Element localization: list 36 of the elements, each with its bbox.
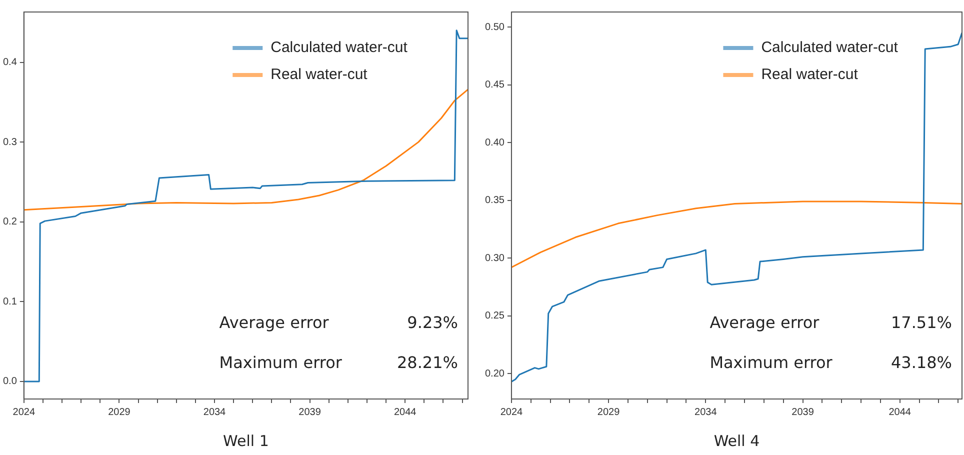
annotation: Average error	[710, 313, 820, 332]
x-tick-label: 2029	[597, 406, 620, 418]
y-tick-label: 0.40	[484, 137, 505, 148]
y-tick-label: 0.1	[2, 296, 18, 308]
x-tick-label: 2024	[500, 406, 524, 418]
annotation: Average error	[219, 313, 330, 332]
x-axis-title: Well 1	[223, 432, 269, 450]
x-tick-label: 2029	[108, 406, 131, 418]
y-tick-label: 0.30	[484, 252, 505, 264]
y-tick-label: 0.45	[484, 80, 505, 91]
y-tick-label: 0.3	[2, 136, 18, 148]
x-tick-label: 2044	[394, 406, 417, 418]
y-tick-label: 0.0	[2, 376, 18, 388]
x-tick-label: 2034	[203, 406, 226, 418]
annotation: 9.23%	[407, 313, 458, 332]
y-tick-label: 0.35	[484, 195, 505, 206]
x-tick-label: 2024	[12, 406, 36, 418]
x-tick-label: 2039	[792, 406, 814, 418]
x-axis-title: Well 4	[714, 432, 760, 450]
annotation: 43.18%	[890, 353, 952, 372]
x-tick-label: 2044	[888, 406, 912, 418]
legend-label: Calculated water-cut	[761, 39, 899, 56]
y-tick-label: 0.4	[2, 57, 18, 68]
x-tick-label: 2039	[298, 406, 322, 418]
x-tick-label: 2034	[694, 406, 718, 418]
y-tick-label: 0.25	[484, 310, 505, 322]
legend-label: Calculated water-cut	[270, 39, 408, 56]
y-tick-label: 0.20	[484, 368, 505, 380]
legend-label: Real water-cut	[270, 66, 368, 84]
legend-label: Real water-cut	[761, 66, 859, 84]
y-tick-label: 0.50	[484, 22, 505, 33]
annotation: Maximum error	[219, 353, 342, 372]
annotation: 28.21%	[396, 353, 458, 372]
annotation: 17.51%	[890, 313, 952, 332]
y-tick-label: 0.2	[2, 216, 18, 228]
annotation: Maximum error	[710, 353, 833, 372]
